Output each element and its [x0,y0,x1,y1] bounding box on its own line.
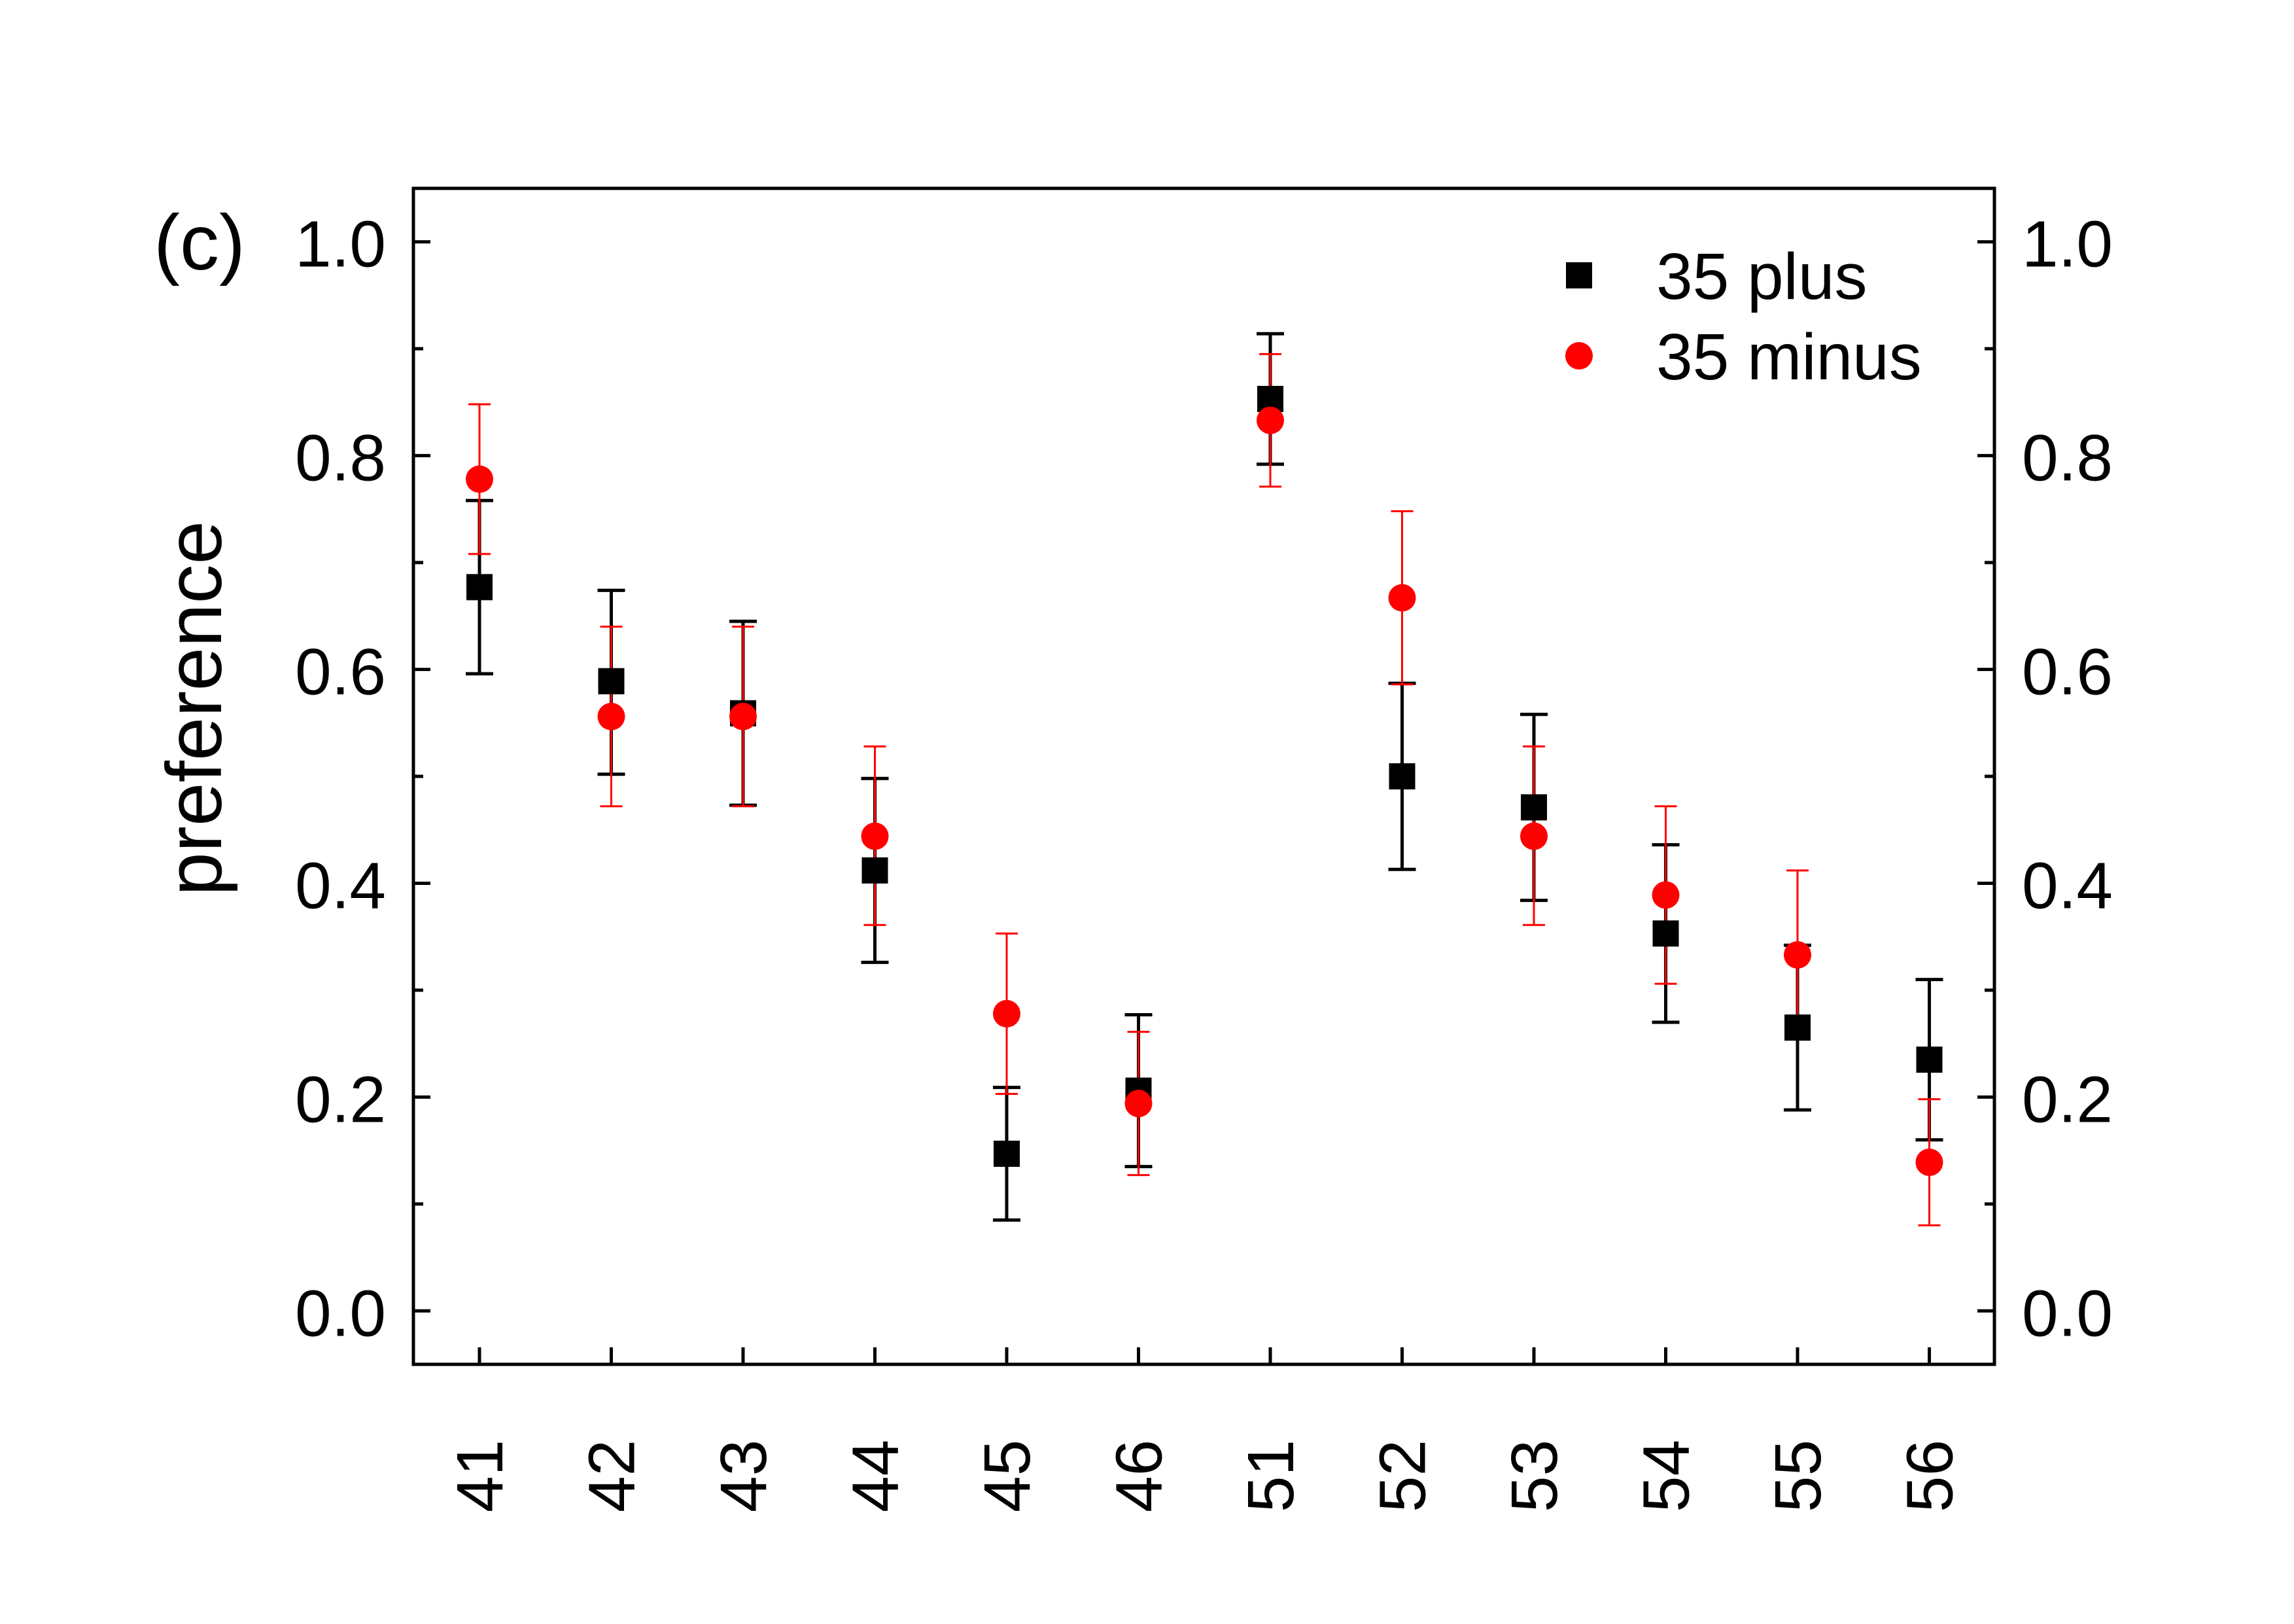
legend-label-series0: 35 plus [1656,240,1867,313]
x-tick-label-56: 56 [1894,1440,1967,1512]
y-tick-label-left: 0.6 [295,636,386,709]
axes-layer: 0.0 0.0 0.2 0.2 0.4 0.4 0.6 0.6 0.8 0.8 1.0 1.0 41 42… [295,186,2113,1512]
point-square-55 [1784,1014,1811,1041]
y-tick-label-right: 0.2 [2022,1063,2113,1136]
point-circle-54 [1652,881,1680,909]
x-tick-label-51: 51 [1234,1440,1308,1512]
error-bars-layer [466,332,1943,1227]
point-circle-56 [1915,1149,1943,1177]
y-tick-label-right: 1.0 [2022,208,2113,281]
point-square-54 [1652,920,1679,947]
point-circle-44 [861,822,889,850]
x-tick-label-46: 46 [1103,1440,1176,1512]
x-tick-label-44: 44 [839,1440,912,1512]
x-tick-label-42: 42 [576,1440,649,1512]
point-circle-46 [1124,1090,1153,1118]
x-tick-label-41: 41 [443,1440,517,1512]
point-circle-43 [729,702,757,731]
point-circle-42 [597,702,625,731]
point-circle-52 [1388,584,1416,612]
point-circle-51 [1257,406,1284,434]
legend-marker-square [1566,262,1592,288]
point-circle-45 [993,999,1020,1028]
y-tick-label-right: 0.0 [2022,1277,2113,1350]
x-tick-label-53: 53 [1498,1440,1571,1512]
x-tick-label-43: 43 [707,1440,780,1512]
y-axis-label: preference [150,521,238,896]
y-tick-label-left: 0.4 [295,849,386,922]
y-tick-label-left: 0.2 [295,1063,386,1136]
y-tick-label-left: 0.8 [295,422,386,495]
y-tick-label-right: 0.4 [2022,849,2113,922]
y-tick-label-left: 1.0 [295,208,386,281]
point-square-56 [1916,1046,1943,1073]
point-square-53 [1521,794,1547,821]
x-tick-label-54: 54 [1630,1440,1703,1512]
panel-label: (c) [154,199,245,286]
y-tick-label-right: 0.8 [2022,422,2113,495]
point-square-42 [598,668,625,695]
data-points-layer [466,386,1943,1177]
point-circle-41 [466,465,493,493]
x-tick-label-55: 55 [1762,1440,1835,1512]
point-square-52 [1389,763,1416,789]
point-circle-53 [1520,822,1548,850]
y-tick-label-right: 0.6 [2022,636,2113,709]
point-circle-55 [1784,941,1811,969]
x-tick-label-45: 45 [971,1440,1044,1512]
point-square-41 [466,574,493,600]
y-tick-label-left: 0.0 [295,1277,386,1350]
x-tick-label-52: 52 [1366,1440,1440,1512]
point-square-45 [994,1140,1020,1167]
legend-marker-circle [1565,342,1593,370]
legend-label-series1: 35 minus [1656,320,1922,394]
text-layer: (c) preference [150,199,245,896]
point-square-44 [861,857,888,884]
